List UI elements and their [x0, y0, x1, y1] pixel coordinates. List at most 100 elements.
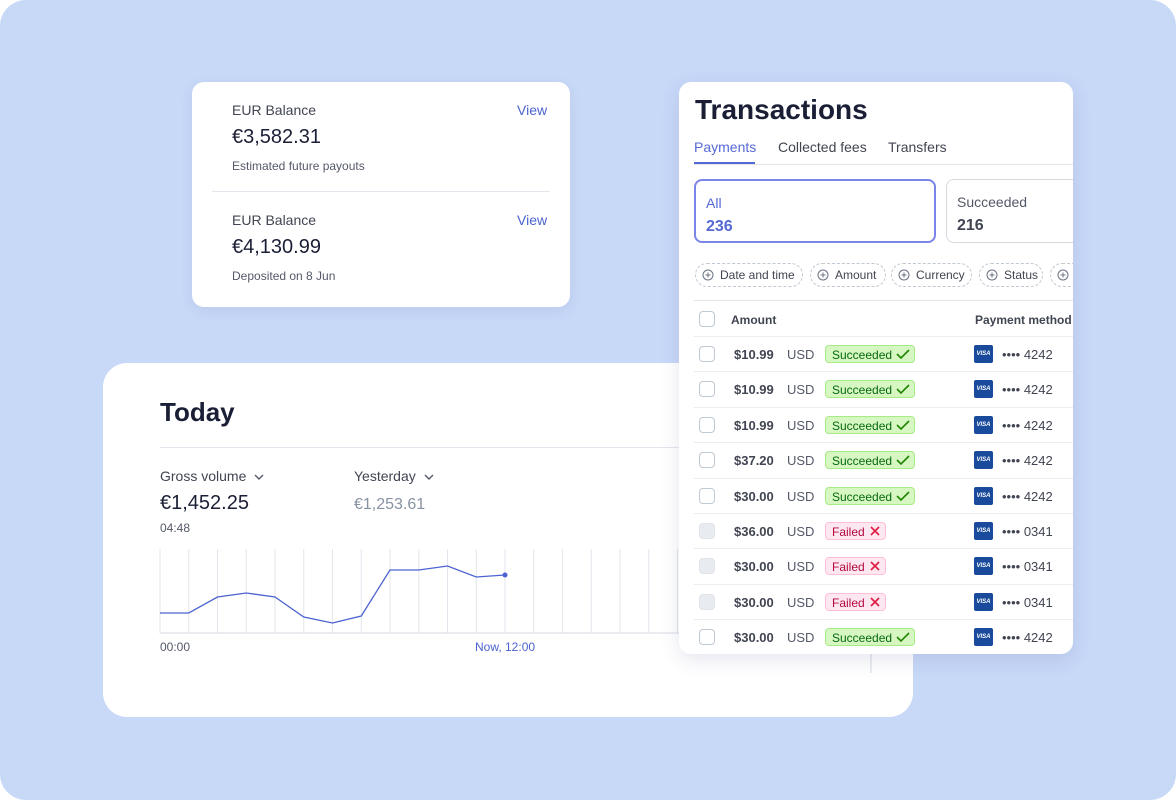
- card-number: •••• 4242: [1002, 347, 1053, 362]
- balance-card: EUR Balance View €3,582.31 Estimated future…: [192, 82, 570, 307]
- filter-chip[interactable]: [1050, 263, 1073, 287]
- filter-tab[interactable]: Succeeded 216: [946, 179, 1073, 243]
- column-header: Amount: [731, 313, 777, 327]
- card-brand: VISA: [974, 345, 993, 363]
- divider: [694, 300, 1073, 301]
- currency: USD: [787, 488, 815, 504]
- chip-label: Date and time: [720, 268, 795, 282]
- status-text: Succeeded: [832, 454, 893, 469]
- amount: $10.99: [734, 417, 774, 433]
- today-title: Today: [160, 397, 235, 427]
- card-number: •••• 0341: [1002, 524, 1053, 539]
- card-number: •••• 4242: [1002, 488, 1053, 504]
- current-point: [502, 572, 508, 578]
- filter-chip[interactable]: Currency: [891, 263, 972, 287]
- status-text: Failed: [832, 595, 865, 610]
- divider: [212, 191, 550, 192]
- volume-line: [160, 565, 506, 624]
- card-brand: VISA: [974, 522, 993, 540]
- card-number: •••• 4242: [1002, 382, 1053, 398]
- checkbox[interactable]: [699, 593, 715, 610]
- divider: [694, 371, 1073, 373]
- divider: [694, 619, 1073, 621]
- status-badge: Succeeded: [825, 415, 916, 434]
- card-brand: VISA: [974, 415, 993, 434]
- amount: $30.00: [734, 488, 774, 504]
- x-label: 00:00: [160, 640, 191, 654]
- transactions-card: Transactions Payments Collected fees Transf…: [679, 82, 1073, 654]
- chip-label: Status: [1004, 268, 1039, 282]
- tab[interactable]: Collected fees: [778, 139, 867, 155]
- filter-count: 216: [957, 217, 984, 234]
- divider: [694, 513, 1073, 514]
- amount: $10.99: [734, 382, 774, 398]
- filter-tab[interactable]: All 236: [694, 179, 936, 243]
- card-number: •••• 0341: [1002, 559, 1053, 575]
- metric-dropdown[interactable]: Yesterday: [354, 468, 434, 484]
- metric-dropdown[interactable]: Gross volume: [160, 468, 264, 484]
- filter-count: 236: [706, 218, 733, 235]
- status-text: Succeeded: [832, 418, 893, 433]
- chip-label: Amount: [835, 268, 877, 282]
- status-badge: Succeeded: [825, 486, 916, 505]
- card-brand: VISA: [974, 380, 993, 399]
- filter-label: Succeeded: [957, 194, 1028, 210]
- tab-underline: [694, 162, 755, 164]
- currency: USD: [787, 594, 815, 610]
- card-number: •••• 4242: [1002, 630, 1053, 646]
- card-brand: VISA: [974, 628, 993, 647]
- status-badge: Succeeded: [825, 345, 916, 363]
- amount: $30.00: [734, 630, 774, 646]
- status-badge: Failed: [825, 522, 886, 540]
- tab[interactable]: Transfers: [888, 139, 947, 155]
- metric-value: €1,253.61: [354, 496, 426, 513]
- checkbox[interactable]: [699, 452, 715, 469]
- balance-note: Estimated future payouts: [232, 159, 365, 173]
- currency: USD: [787, 382, 815, 398]
- balance-amount: €3,582.31: [232, 126, 321, 148]
- divider: [694, 336, 1073, 337]
- card-brand: VISA: [974, 557, 993, 576]
- checkbox[interactable]: [699, 487, 715, 504]
- filter-chip[interactable]: Status: [979, 263, 1043, 287]
- divider: [694, 548, 1073, 550]
- divider: [694, 164, 1073, 165]
- column-header: Payment method: [975, 313, 1072, 327]
- checkbox[interactable]: [699, 629, 715, 646]
- filter-chip[interactable]: Date and time: [695, 263, 803, 287]
- card-brand: VISA: [974, 592, 993, 611]
- divider: [160, 447, 870, 448]
- chip-label: Currency: [916, 268, 965, 282]
- card-number: •••• 4242: [1002, 417, 1053, 433]
- status-text: Succeeded: [832, 383, 893, 398]
- x-label: Now, 12:00: [475, 640, 536, 654]
- metric-value: €1,452.25: [160, 492, 249, 514]
- currency: USD: [787, 630, 815, 646]
- checkbox[interactable]: [699, 416, 715, 433]
- balance-label: EUR Balance: [232, 102, 317, 118]
- currency: USD: [787, 559, 815, 575]
- checkbox[interactable]: [699, 311, 715, 327]
- checkbox[interactable]: [699, 381, 715, 398]
- title: Transactions: [695, 94, 868, 125]
- balance-label: EUR Balance: [232, 212, 317, 228]
- view-link[interactable]: View: [517, 212, 548, 228]
- status-badge: Succeeded: [825, 380, 916, 399]
- tab[interactable]: Payments: [694, 139, 757, 155]
- status-text: Failed: [832, 560, 865, 575]
- card-brand: VISA: [974, 451, 993, 470]
- divider: [694, 406, 1073, 408]
- filter-chip[interactable]: Amount: [810, 263, 886, 287]
- checkbox[interactable]: [699, 558, 715, 575]
- currency: USD: [787, 347, 815, 362]
- amount: $30.00: [734, 559, 774, 575]
- currency: USD: [787, 417, 815, 433]
- view-link[interactable]: View: [517, 102, 548, 118]
- checkbox[interactable]: [699, 346, 715, 362]
- card-number: •••• 0341: [1002, 594, 1053, 610]
- metric-time: 04:48: [160, 521, 191, 535]
- checkbox[interactable]: [699, 523, 715, 539]
- card-brand: VISA: [974, 486, 993, 505]
- amount: $36.00: [734, 524, 774, 539]
